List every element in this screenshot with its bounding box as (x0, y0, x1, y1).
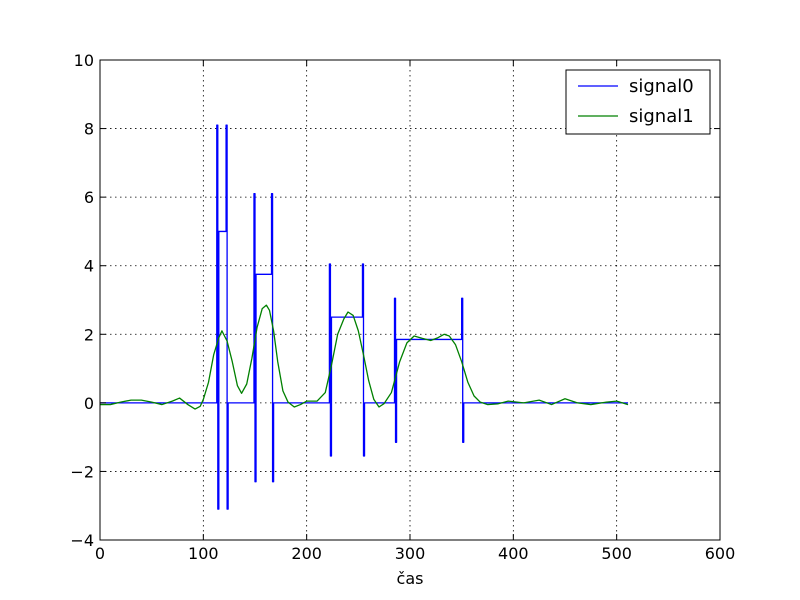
x-tick-label: 0 (95, 544, 105, 563)
legend-label-signal0: signal0 (629, 76, 694, 97)
series-line-signal1 (100, 304, 629, 410)
y-tick-label: 10 (74, 51, 94, 70)
y-tick-label: 4 (84, 257, 94, 276)
y-tick-label: 8 (84, 120, 94, 139)
y-tick-label: −4 (70, 531, 94, 550)
legend-label-signal1: signal1 (629, 106, 694, 127)
legend: signal0 signal1 (565, 69, 711, 135)
y-tick-label: 6 (84, 188, 94, 207)
y-tick-label: 0 (84, 394, 94, 413)
plot-area (100, 124, 629, 510)
y-tick-label: 2 (84, 325, 94, 344)
x-axis-label: čas (397, 569, 424, 588)
x-tick-label: 300 (395, 544, 426, 563)
series-line-signal0 (100, 124, 629, 510)
tick-labels: 0 100 200 300 400 500 600 −4 −2 0 2 4 6 8 10 (70, 51, 735, 563)
x-tick-label: 500 (601, 544, 632, 563)
x-tick-label: 600 (705, 544, 736, 563)
grid-lines (100, 60, 720, 540)
y-tick-label: −2 (70, 462, 94, 481)
axis-ticks (99, 59, 721, 541)
x-tick-label: 200 (291, 544, 322, 563)
x-tick-label: 400 (498, 544, 529, 563)
x-tick-label: 100 (188, 544, 219, 563)
legend-box (565, 69, 711, 135)
